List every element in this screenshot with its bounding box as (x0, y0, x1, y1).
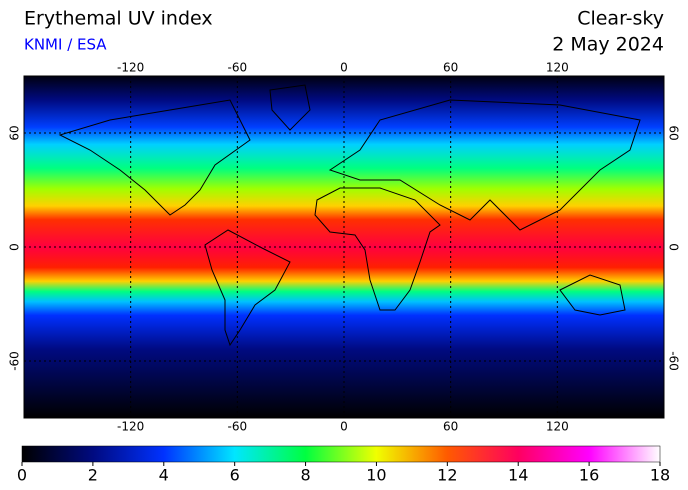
colorbar-label: 2 (88, 466, 98, 485)
lon-label-top: 60 (443, 61, 458, 75)
title: Erythemal UV index (24, 8, 213, 30)
colorbar-label: 6 (230, 466, 240, 485)
colorbar-label: 16 (579, 466, 599, 485)
lon-label-bottom: 120 (546, 420, 569, 434)
colorbar-label: 12 (437, 466, 457, 485)
colorbar-label: 14 (508, 466, 528, 485)
coastlines (58, 84, 641, 347)
lon-label-bottom: 0 (340, 420, 348, 434)
lon-label-top: -120 (117, 61, 144, 75)
colorbar (21, 445, 661, 463)
lat-label-right: -60 (667, 351, 681, 371)
map-frame (23, 75, 665, 419)
lat-label-right: 60 (667, 125, 681, 140)
lon-label-bottom: -60 (228, 420, 248, 434)
lon-label-bottom: -120 (117, 420, 144, 434)
lon-label-bottom: 60 (443, 420, 458, 434)
colorbar-label: 10 (366, 466, 386, 485)
lon-label-top: 120 (546, 61, 569, 75)
lat-label-right: 0 (667, 243, 681, 251)
colorbar-label: 18 (650, 466, 670, 485)
source: KNMI / ESA (24, 36, 107, 54)
colorbar-label: 4 (159, 466, 169, 485)
lat-label-left: -60 (8, 351, 22, 371)
date: 2 May 2024 (552, 34, 664, 56)
graticule (24, 76, 664, 418)
lat-label-left: 60 (8, 125, 22, 140)
condition: Clear-sky (577, 8, 664, 30)
lon-label-top: 0 (340, 61, 348, 75)
lat-label-left: 0 (8, 243, 22, 251)
colorbar-label: 8 (300, 466, 310, 485)
lon-label-top: -60 (228, 61, 248, 75)
colorbar-label: 0 (17, 466, 27, 485)
